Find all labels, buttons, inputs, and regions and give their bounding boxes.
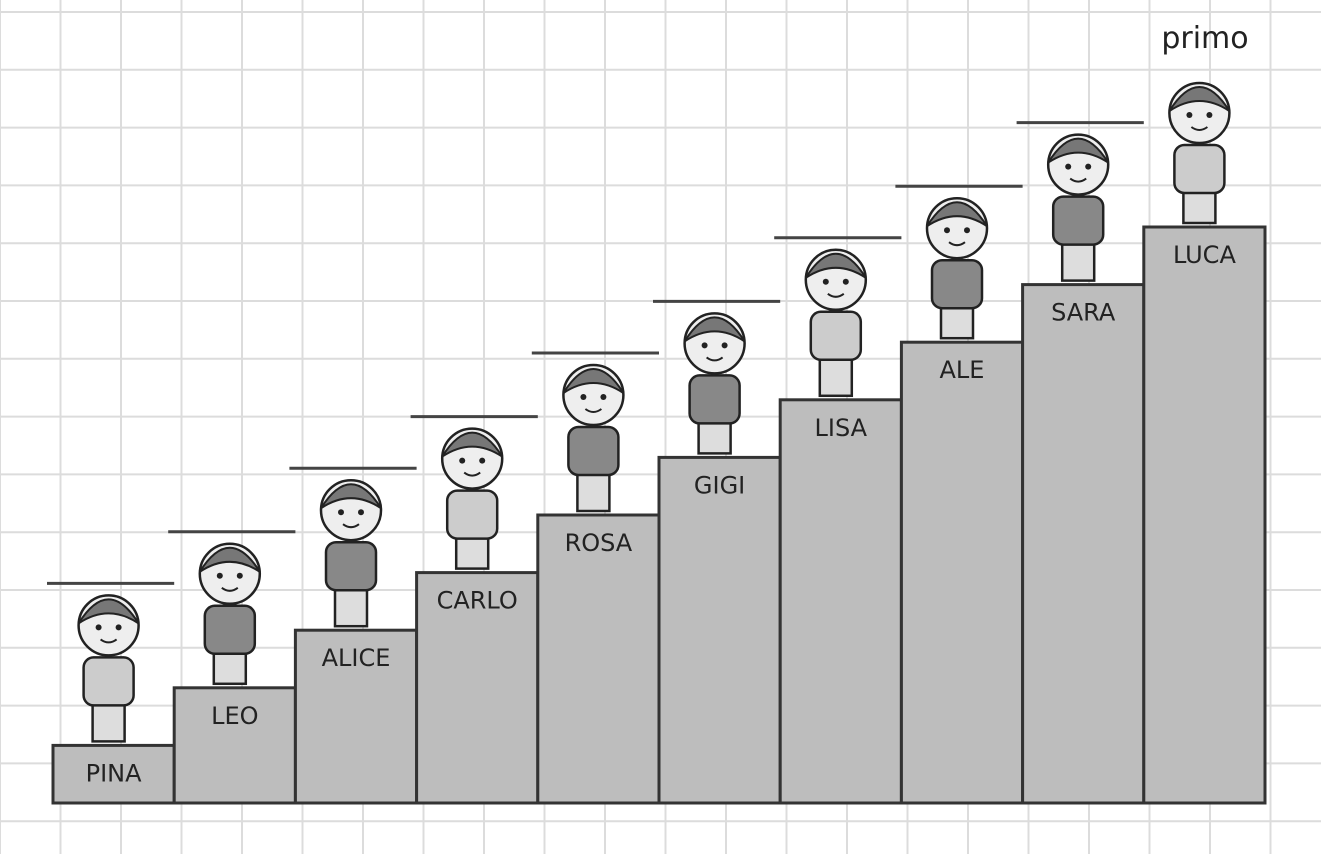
child-eye xyxy=(1206,112,1213,118)
child-body xyxy=(688,374,741,425)
child-hair xyxy=(441,431,504,458)
child-eye xyxy=(216,572,223,579)
child-mouth xyxy=(1069,177,1087,183)
child-body xyxy=(445,489,499,540)
child-body xyxy=(1173,143,1226,195)
child-hair xyxy=(1047,137,1110,164)
child-mouth xyxy=(584,408,602,413)
child-mouth xyxy=(342,523,360,529)
child-figure xyxy=(77,594,140,743)
child-body xyxy=(82,656,135,707)
child-eye xyxy=(1065,163,1072,170)
step-block xyxy=(1021,283,1146,805)
child-figure xyxy=(319,478,383,628)
child-hair xyxy=(562,368,625,394)
child-mouth xyxy=(1190,126,1208,131)
winner-label: primo xyxy=(1161,21,1248,56)
child-eye xyxy=(721,342,728,349)
step-label: CARLO xyxy=(437,587,518,615)
child-hair xyxy=(198,546,261,573)
child-body xyxy=(324,540,378,592)
child-eye xyxy=(338,509,344,516)
step-block xyxy=(899,340,1025,805)
child-eye xyxy=(1186,112,1193,118)
child-figure xyxy=(1168,81,1231,225)
child-body xyxy=(567,425,620,477)
child-eye xyxy=(964,227,970,234)
child-mouth xyxy=(948,241,966,247)
child-hair xyxy=(804,252,867,279)
step-label: ALE xyxy=(940,356,985,384)
step-label: LUCA xyxy=(1173,241,1237,269)
child-mouth xyxy=(463,471,481,477)
child-figure xyxy=(683,312,746,455)
child-hair xyxy=(683,316,746,343)
step-block xyxy=(293,628,419,805)
step-block xyxy=(657,455,782,805)
step-label: LEO xyxy=(211,702,258,730)
child-hair xyxy=(1168,86,1231,112)
step-block xyxy=(1142,225,1267,805)
child-figure xyxy=(1046,133,1110,282)
step-label: SARA xyxy=(1051,299,1116,327)
child-eye xyxy=(459,457,466,464)
step-label: PINA xyxy=(86,759,143,787)
child-body xyxy=(809,310,863,362)
child-eye xyxy=(842,278,849,285)
child-figure xyxy=(925,196,989,340)
step-block xyxy=(415,571,540,805)
child-hair xyxy=(926,201,988,228)
staircase: PINA LEO ALICE CARLO ROSA GIGI LISA ALE SARA LUCA xyxy=(47,81,1267,805)
step-block xyxy=(51,743,176,805)
child-eye xyxy=(822,278,829,285)
step-label: GIGI xyxy=(694,471,745,499)
child-figure xyxy=(562,363,625,513)
child-body xyxy=(203,604,257,656)
child-mouth xyxy=(706,356,724,362)
child-eye xyxy=(236,572,243,579)
child-eye xyxy=(1085,163,1092,170)
child-eye xyxy=(95,624,102,631)
child-eye xyxy=(580,394,587,400)
child-body xyxy=(930,258,984,310)
child-eye xyxy=(701,342,708,349)
child-eye xyxy=(479,457,486,464)
child-eye xyxy=(358,509,364,516)
child-figure xyxy=(198,542,262,686)
child-body xyxy=(1051,195,1105,246)
step-label: ROSA xyxy=(565,529,633,557)
child-figure xyxy=(804,248,868,398)
child-eye xyxy=(115,624,122,631)
step-label: LISA xyxy=(815,414,868,442)
child-hair xyxy=(320,483,382,510)
step-block xyxy=(536,513,661,805)
step-block xyxy=(172,686,297,805)
child-mouth xyxy=(221,586,239,592)
step-block xyxy=(778,398,903,805)
child-eye xyxy=(600,394,607,400)
child-figure xyxy=(440,427,504,570)
child-hair xyxy=(77,598,140,625)
child-mouth xyxy=(100,638,118,644)
step-label: ALICE xyxy=(322,644,391,672)
child-mouth xyxy=(827,292,845,298)
child-eye xyxy=(944,227,950,234)
